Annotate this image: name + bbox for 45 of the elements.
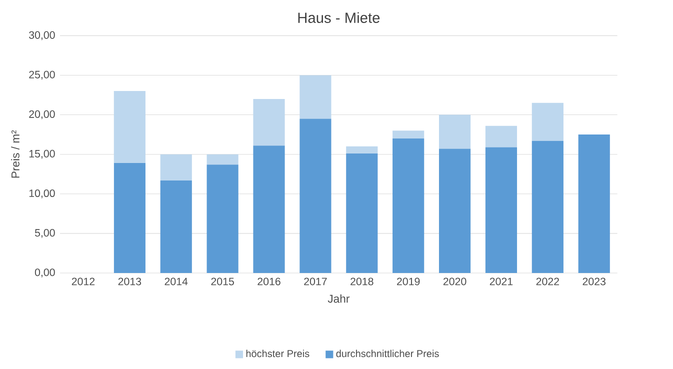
bar xyxy=(160,180,192,273)
legend-label: durchschnittlicher Preis xyxy=(336,350,439,358)
bar xyxy=(392,130,424,139)
bar xyxy=(346,154,378,273)
y-tick-label: 15,00 xyxy=(29,150,55,159)
bar xyxy=(206,164,238,273)
bar xyxy=(346,146,378,154)
bar xyxy=(532,102,564,141)
x-tick-label: 2012 xyxy=(72,278,95,286)
x-tick-label: 2017 xyxy=(304,278,327,286)
x-tick-label: 2015 xyxy=(211,278,234,286)
bar xyxy=(438,114,471,149)
bar xyxy=(485,126,518,148)
x-tick-label: 2021 xyxy=(490,278,513,286)
bar xyxy=(300,75,332,119)
bar xyxy=(300,118,332,273)
x-axis-title: Jahr xyxy=(328,294,350,303)
y-tick-label: 5,00 xyxy=(34,229,55,238)
bar xyxy=(114,91,146,164)
bar xyxy=(160,154,192,180)
bar xyxy=(532,140,564,273)
y-tick-label: 10,00 xyxy=(29,189,55,198)
y-tick-label: 0,00 xyxy=(34,268,55,278)
y-tick-label: 25,00 xyxy=(29,70,55,80)
bar xyxy=(253,146,285,273)
x-tick-label: 2014 xyxy=(164,278,188,286)
bar xyxy=(114,163,146,273)
legend-label: höchster Preis xyxy=(246,350,310,358)
bar xyxy=(392,138,424,273)
y-tick-label: 20,00 xyxy=(29,110,55,120)
x-tick-label: 2023 xyxy=(582,278,606,286)
bar xyxy=(485,147,518,273)
bar xyxy=(578,134,610,273)
x-tick-label: 2016 xyxy=(258,278,280,286)
bar xyxy=(253,98,285,146)
x-tick-label: 2013 xyxy=(118,278,142,286)
chart-title: Haus - Miete xyxy=(298,12,380,23)
x-tick-label: 2018 xyxy=(350,278,374,286)
x-tick-label: 2019 xyxy=(397,278,420,286)
y-axis-title: Preis / m² xyxy=(11,130,20,178)
x-tick-label: 2022 xyxy=(536,278,559,286)
bar xyxy=(438,148,471,273)
bar xyxy=(206,154,238,165)
x-tick-label: 2020 xyxy=(443,278,466,286)
y-tick-label: 30,00 xyxy=(29,31,55,40)
